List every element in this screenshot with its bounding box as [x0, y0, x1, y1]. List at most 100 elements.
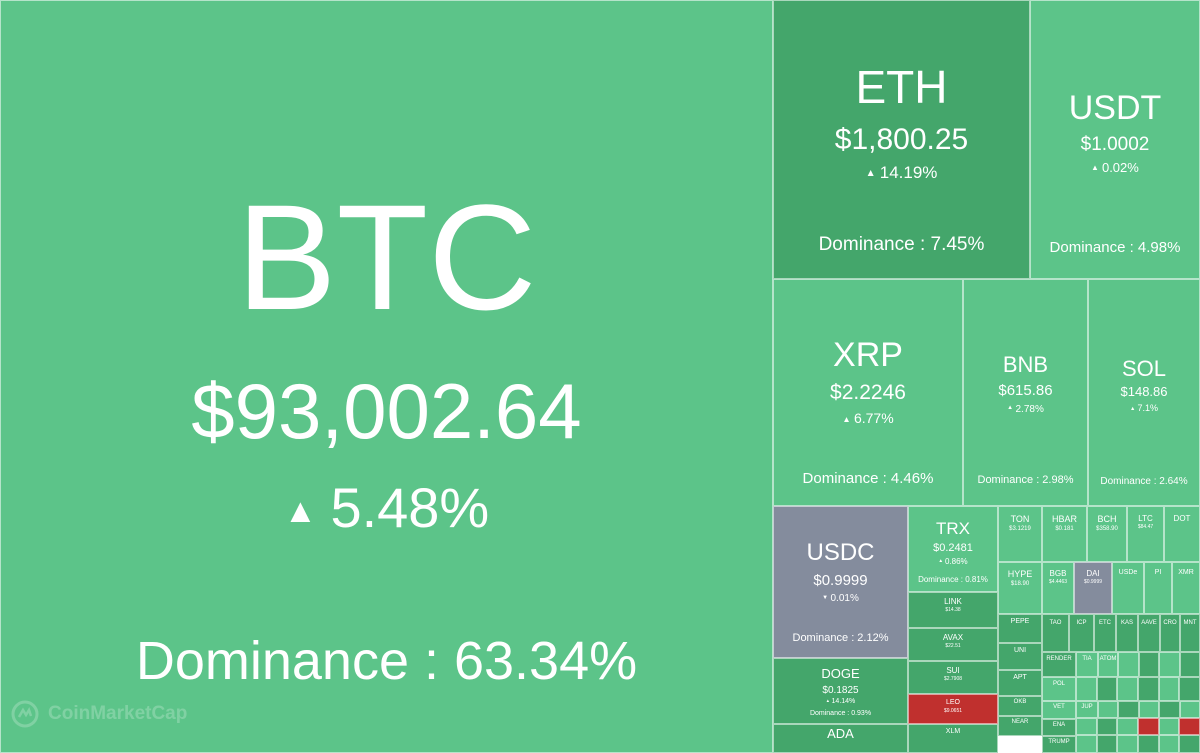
coin-dominance: Dominance : 0.93%	[809, 709, 872, 717]
small-coin-tile[interactable]	[1117, 735, 1138, 753]
coin-tile-tia[interactable]: TIA	[1076, 652, 1098, 677]
coin-tile-hbar[interactable]: HBAR $0.181	[1042, 506, 1087, 562]
coin-tile-doge[interactable]: DOGE $0.1825 ▲ 14.14% Dominance : 0.93%	[773, 658, 908, 724]
coin-tile-jup[interactable]: JUP	[1076, 701, 1098, 718]
coin-symbol: USDC	[806, 539, 875, 566]
coin-tile-apt[interactable]: APT	[998, 670, 1042, 696]
coin-change-value: 14.14%	[831, 698, 856, 706]
coin-tile-ada[interactable]: ADA	[773, 724, 908, 753]
coin-tile-bch[interactable]: BCH $358.90	[1087, 506, 1127, 562]
coin-tile-render[interactable]: RENDER	[1042, 652, 1076, 677]
coin-tile-near[interactable]: NEAR	[998, 716, 1042, 736]
small-coin-tile[interactable]	[1158, 677, 1180, 701]
coin-tile-trx[interactable]: TRX $0.2481 ▲ 0.86% Dominance : 0.81%	[908, 506, 998, 592]
coin-symbol: NEAR	[1011, 719, 1029, 725]
small-coin-tile[interactable]	[1138, 677, 1159, 701]
coin-tile-icp[interactable]: ICP	[1069, 614, 1094, 652]
triangle-up-icon: ▲	[842, 413, 851, 424]
coin-tile-okb[interactable]: OKB	[998, 696, 1042, 716]
small-coin-tile[interactable]	[1138, 652, 1159, 677]
coinmarketcap-logo-icon	[11, 700, 39, 728]
coin-tile-sol[interactable]: SOL $148.86 ▲ 7.1% Dominance : 2.64%	[1088, 279, 1200, 506]
coin-tile-ltc[interactable]: LTC $84.47	[1127, 506, 1164, 562]
coin-tile-pol[interactable]: POL	[1042, 677, 1076, 701]
small-coin-tile[interactable]	[1179, 701, 1200, 718]
coin-tile-kas[interactable]: KAS	[1116, 614, 1138, 652]
coin-symbol: ETC	[1099, 620, 1111, 626]
coin-tile-atom[interactable]: ATOM	[1098, 652, 1118, 677]
coin-tile-leo[interactable]: LEO $9.0651	[908, 694, 998, 724]
coin-price: $1.0002	[1080, 134, 1150, 156]
small-coin-tile[interactable]	[1096, 735, 1118, 753]
small-coin-tile[interactable]	[1158, 718, 1180, 735]
coin-tile-hype[interactable]: HYPE $18.90	[998, 562, 1042, 614]
coin-symbol: KAS	[1120, 620, 1133, 626]
coin-tile-dai[interactable]: DAI $0.9999	[1074, 562, 1112, 614]
small-coin-tile[interactable]	[1138, 701, 1160, 718]
small-coin-tile[interactable]	[1158, 735, 1180, 753]
small-coin-tile[interactable]	[1076, 677, 1097, 701]
coin-symbol: PI	[1154, 569, 1162, 576]
coin-symbol: BTC	[236, 173, 537, 341]
small-coin-tile[interactable]	[1076, 718, 1097, 735]
small-coin-tile[interactable]	[1179, 652, 1200, 677]
coin-change: ▲ 14.19%	[866, 163, 938, 183]
coin-tile-vet[interactable]: VET	[1042, 701, 1076, 719]
coin-symbol: TIA	[1082, 656, 1092, 662]
coin-tile-xrp[interactable]: XRP $2.2246 ▲ 6.77% Dominance : 4.46%	[773, 279, 963, 506]
coin-symbol: HYPE	[1007, 569, 1033, 579]
small-coin-tile[interactable]	[1117, 677, 1138, 701]
small-coin-tile[interactable]	[1179, 718, 1200, 735]
small-coin-tile[interactable]	[1179, 735, 1200, 753]
coin-tile-xmr[interactable]: XMR	[1172, 562, 1200, 614]
coin-tile-usdt[interactable]: USDT $1.0002 ▲ 0.02% Dominance : 4.98%	[1030, 0, 1200, 279]
triangle-up-icon: ▲	[1091, 163, 1099, 173]
coin-change-value: 0.86%	[944, 557, 968, 567]
coin-tile-uni[interactable]: UNI	[998, 643, 1042, 670]
coin-tile-aave[interactable]: AAVE	[1138, 614, 1160, 652]
small-coin-tile[interactable]	[1096, 718, 1118, 735]
coin-tile-mnt[interactable]: MNT	[1180, 614, 1200, 652]
coin-tile-usdc[interactable]: USDC $0.9999 ▼ 0.01% Dominance : 2.12%	[773, 506, 908, 658]
coin-tile-cro[interactable]: CRO	[1160, 614, 1180, 652]
coin-tile-bnb[interactable]: BNB $615.86 ▲ 2.78% Dominance : 2.98%	[963, 279, 1088, 506]
coin-tile-ton[interactable]: TON $3.1219	[998, 506, 1042, 562]
coin-symbol: ENA	[1052, 722, 1066, 728]
coin-tile-usde[interactable]: USDe	[1112, 562, 1144, 614]
small-coin-tile[interactable]	[1076, 735, 1097, 753]
coin-tile-ena[interactable]: ENA	[1042, 719, 1076, 736]
coin-tile-trump[interactable]: TRUMP	[1042, 736, 1076, 753]
coin-change: ▲ 5.48%	[284, 476, 489, 540]
coin-price: $84.47	[1137, 524, 1154, 531]
coin-change: ▲ 7.1%	[1130, 403, 1158, 413]
small-coin-tile[interactable]	[1138, 718, 1159, 735]
triangle-up-icon: ▲	[825, 698, 830, 704]
coin-tile-pi[interactable]: PI	[1144, 562, 1172, 614]
coin-tile-pepe[interactable]: PEPE	[998, 614, 1042, 643]
coin-tile-btc[interactable]: BTC $93,002.64 ▲ 5.48% Dominance : 63.34%	[0, 0, 773, 753]
coin-symbol: LINK	[944, 597, 962, 606]
small-coin-tile[interactable]	[1138, 735, 1159, 753]
coin-tile-bgb[interactable]: BGB $4.4463	[1042, 562, 1074, 614]
coin-tile-etc[interactable]: ETC	[1094, 614, 1116, 652]
coin-symbol: PEPE	[1010, 618, 1030, 625]
coin-tile-dot[interactable]: DOT	[1164, 506, 1200, 562]
small-coin-tile[interactable]	[1118, 701, 1139, 718]
small-coin-tile[interactable]	[1179, 677, 1200, 701]
small-coin-tile[interactable]	[1159, 701, 1180, 718]
coin-price: $0.181	[1055, 526, 1074, 533]
coin-price: $0.9999	[813, 571, 868, 589]
coin-tile-avax[interactable]: AVAX $22.51	[908, 628, 998, 661]
small-coin-tile[interactable]	[1118, 652, 1139, 677]
coin-tile-eth[interactable]: ETH $1,800.25 ▲ 14.19% Dominance : 7.45%	[773, 0, 1030, 279]
small-coin-tile[interactable]	[1159, 652, 1180, 677]
small-coin-tile[interactable]	[1117, 718, 1138, 735]
small-coin-tile[interactable]	[1098, 701, 1119, 718]
coin-tile-xlm[interactable]: XLM	[908, 724, 998, 753]
coin-tile-sui[interactable]: SUI $2.7908	[908, 661, 998, 694]
coin-tile-link[interactable]: LINK $14.38	[908, 592, 998, 628]
coin-tile-tao[interactable]: TAO	[1042, 614, 1069, 652]
small-coin-tile[interactable]	[1096, 677, 1118, 701]
coin-dominance: Dominance : 7.45%	[818, 234, 985, 256]
